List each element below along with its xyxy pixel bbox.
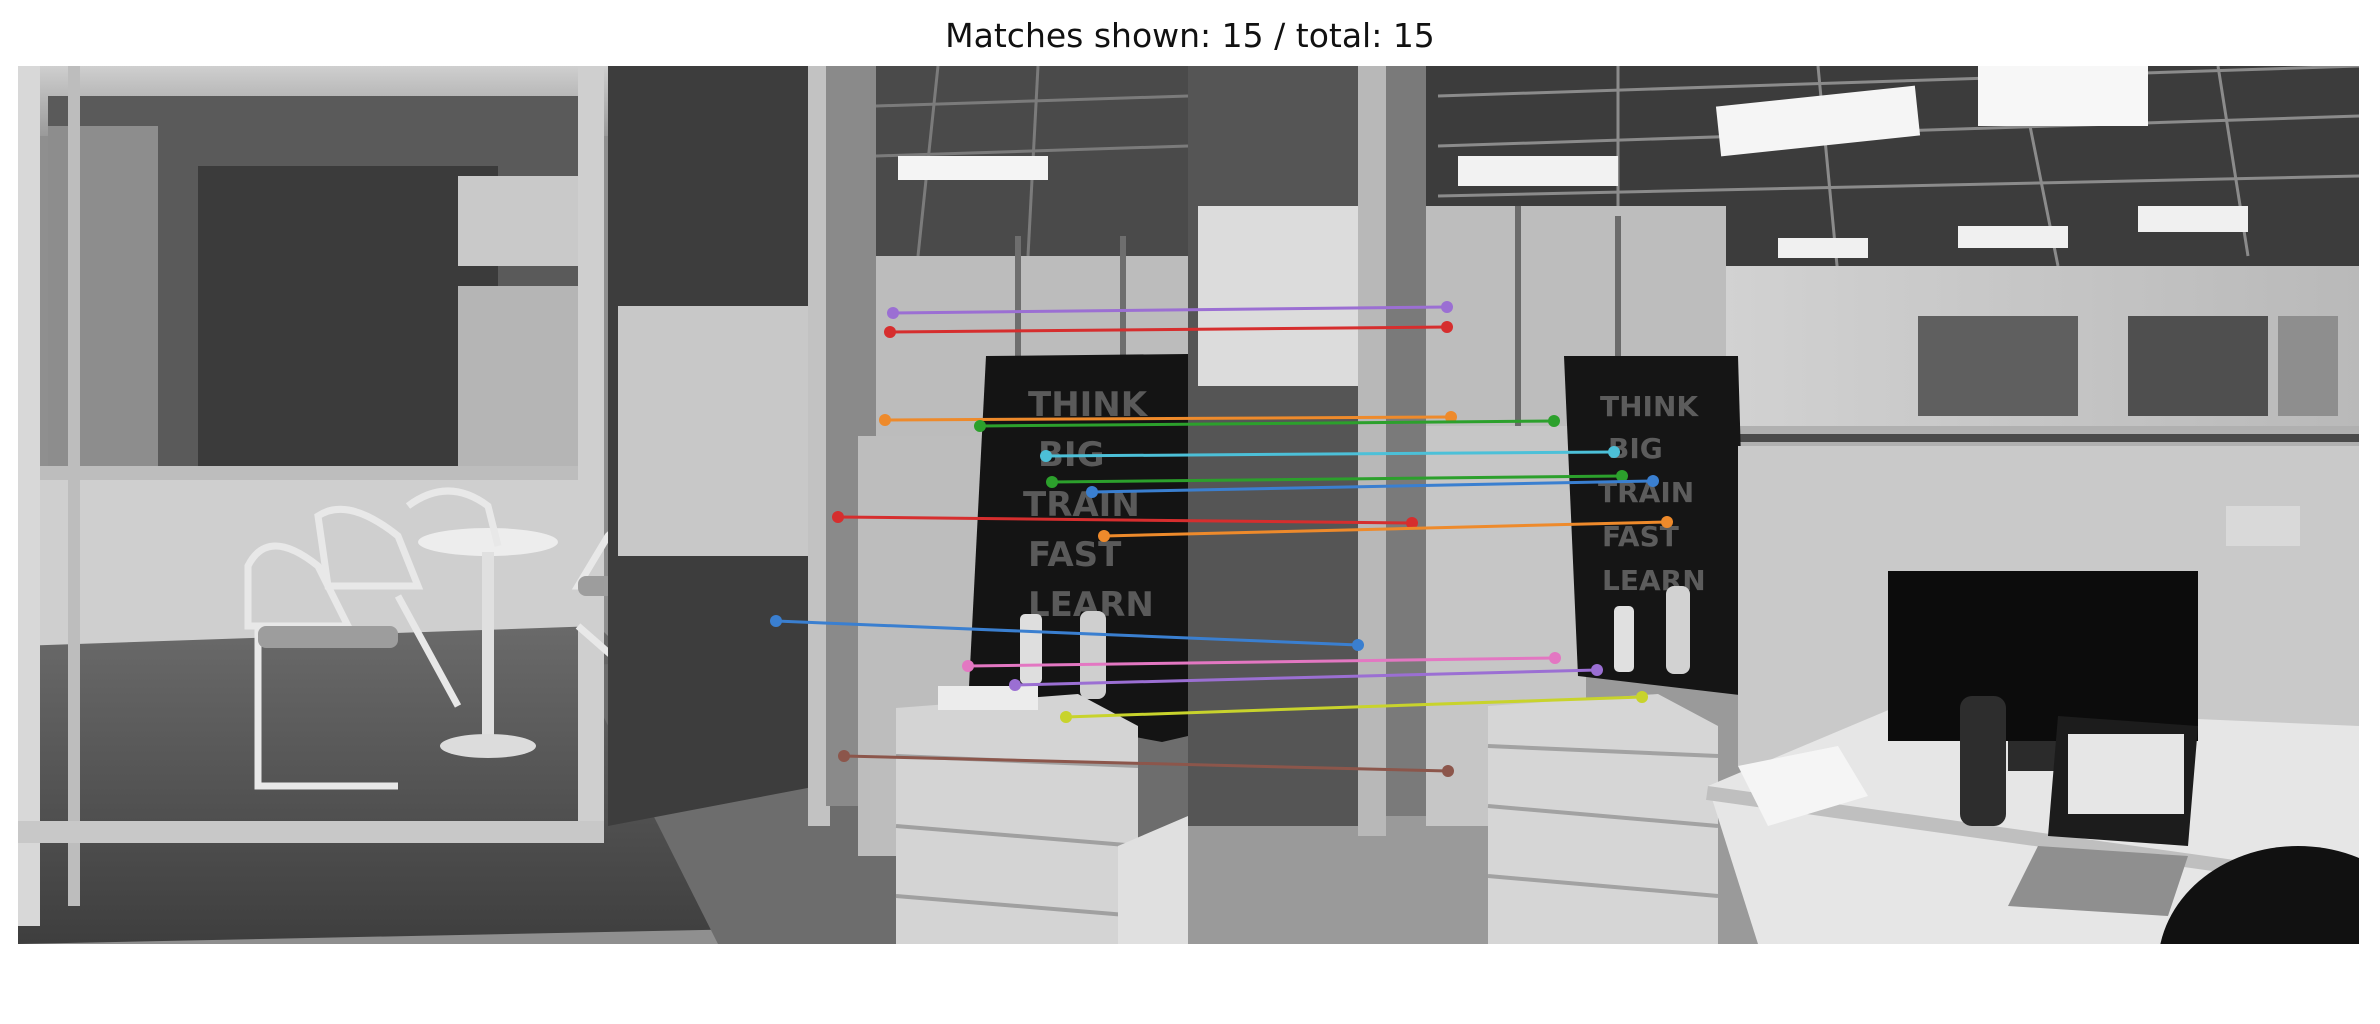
image-pair-canvas: THINK BIG TRAIN FAST LEARN [18,66,2359,944]
right-photo: THINK BIG TRAIN FAST LEARN [1188,66,2359,944]
svg-text:THINK: THINK [1600,390,1699,423]
image-pair-figure: THINK BIG TRAIN FAST LEARN [18,66,2359,944]
svg-text:LEARN: LEARN [1602,564,1706,597]
left-photo: THINK BIG TRAIN FAST LEARN [18,66,1188,944]
svg-text:FAST: FAST [1028,535,1122,575]
figure-title: Matches shown: 15 / total: 15 [0,16,2380,55]
